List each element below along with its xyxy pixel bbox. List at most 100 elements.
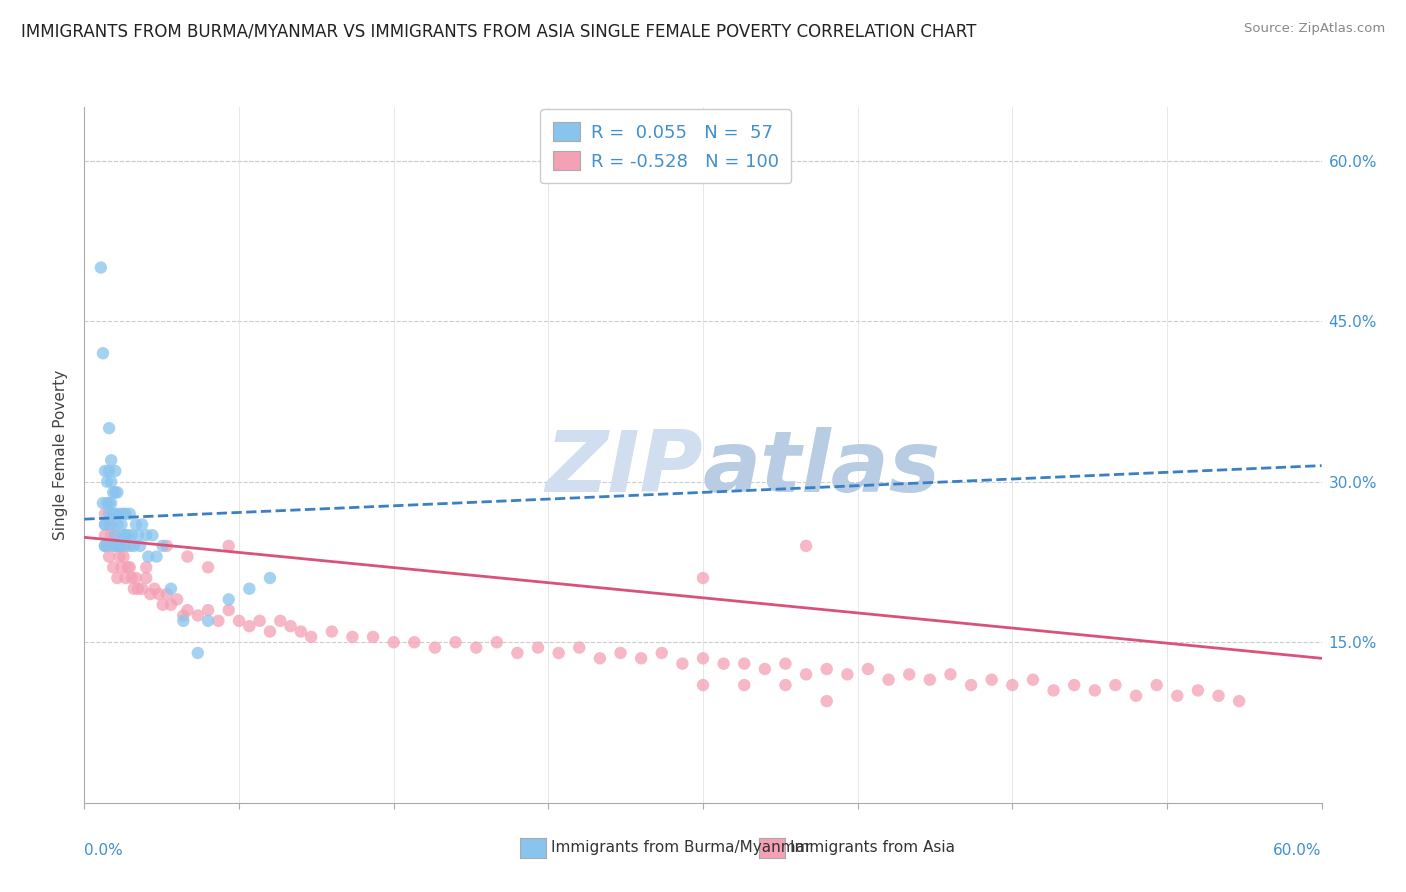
Point (118, 539, 141, 553)
Point (794, 667, 817, 681)
Point (90, 260, 112, 275)
Point (104, 528, 127, 542)
Point (444, 635, 467, 649)
Point (197, 560, 219, 574)
Point (117, 528, 139, 542)
Point (713, 657, 735, 671)
Point (94, 517, 117, 532)
Point (121, 528, 143, 542)
Point (290, 624, 312, 639)
Point (1146, 678, 1168, 692)
Point (259, 624, 281, 639)
Point (108, 549, 131, 564)
Point (143, 582, 166, 596)
Point (630, 651, 652, 665)
Point (207, 614, 229, 628)
Point (238, 582, 260, 596)
Point (108, 507, 131, 521)
Point (114, 571, 136, 585)
Point (1001, 678, 1024, 692)
Point (98, 517, 121, 532)
Point (156, 539, 179, 553)
Point (125, 517, 148, 532)
Point (100, 528, 122, 542)
Point (105, 485, 128, 500)
Point (94, 507, 117, 521)
Point (112, 549, 135, 564)
Point (1227, 694, 1250, 708)
Point (127, 528, 149, 542)
Point (176, 549, 198, 564)
Point (160, 598, 183, 612)
Point (197, 603, 219, 617)
Point (122, 539, 145, 553)
Point (547, 646, 569, 660)
Point (104, 507, 127, 521)
Point (96, 496, 118, 510)
Point (172, 614, 194, 628)
Point (166, 592, 188, 607)
Point (299, 630, 322, 644)
Point (259, 571, 281, 585)
Point (96, 475, 118, 489)
Point (815, 662, 838, 676)
Point (110, 539, 132, 553)
Point (589, 651, 612, 665)
Point (105, 539, 128, 553)
Point (105, 571, 128, 585)
Point (94, 464, 117, 478)
Point (218, 539, 240, 553)
Point (135, 528, 157, 542)
Point (692, 571, 714, 585)
Point (131, 517, 153, 532)
Point (423, 640, 446, 655)
Point (980, 673, 1002, 687)
Point (794, 539, 817, 553)
Point (321, 624, 343, 639)
Text: IMMIGRANTS FROM BURMA/MYANMAR VS IMMIGRANTS FROM ASIA SINGLE FEMALE POVERTY CORR: IMMIGRANTS FROM BURMA/MYANMAR VS IMMIGRA… (21, 22, 976, 40)
Point (112, 528, 135, 542)
Point (898, 667, 921, 681)
Point (103, 507, 125, 521)
Point (527, 640, 550, 655)
Point (733, 678, 755, 692)
Point (129, 539, 152, 553)
Point (94, 539, 117, 553)
Point (104, 528, 127, 542)
Point (172, 608, 194, 623)
Point (1022, 673, 1045, 687)
Point (837, 667, 859, 681)
Point (775, 678, 797, 692)
Point (269, 614, 291, 628)
Point (136, 549, 159, 564)
Point (465, 640, 488, 655)
Point (125, 571, 148, 585)
Point (139, 587, 162, 601)
Point (135, 560, 157, 574)
Point (108, 539, 131, 553)
Point (692, 678, 714, 692)
Point (249, 614, 271, 628)
Text: 60.0%: 60.0% (1274, 843, 1322, 858)
Point (754, 662, 776, 676)
Point (152, 598, 174, 612)
Point (280, 619, 302, 633)
Point (100, 496, 122, 510)
Point (176, 603, 198, 617)
Point (103, 560, 125, 574)
Point (228, 614, 250, 628)
Point (485, 635, 508, 649)
Point (1104, 678, 1126, 692)
Point (103, 485, 125, 500)
Text: ZIP: ZIP (546, 427, 703, 510)
Point (104, 539, 127, 553)
Point (187, 646, 209, 660)
Point (127, 582, 149, 596)
Point (1084, 683, 1107, 698)
Point (671, 657, 693, 671)
Point (1042, 683, 1064, 698)
Point (404, 635, 426, 649)
Point (1063, 678, 1085, 692)
Point (96, 539, 118, 553)
Point (94, 517, 117, 532)
